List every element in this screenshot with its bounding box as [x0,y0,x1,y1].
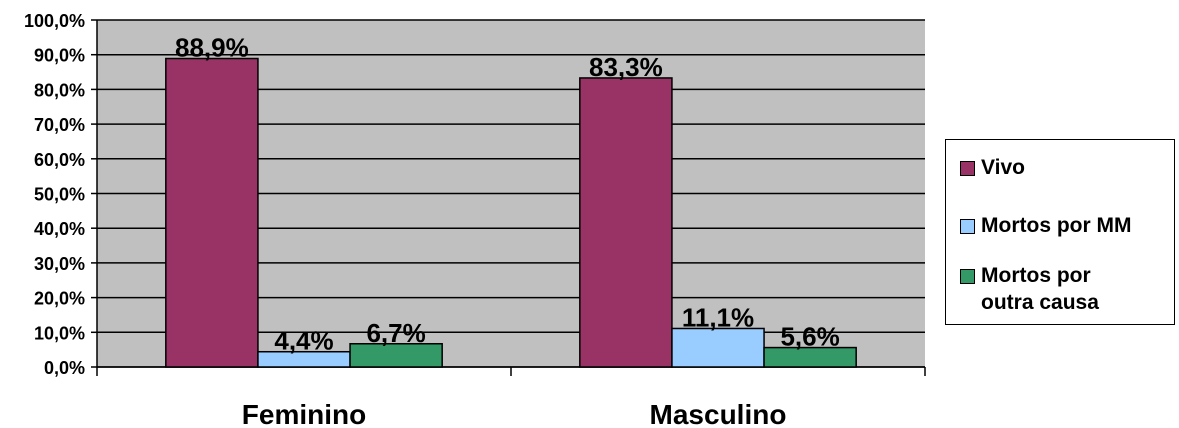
y-tick-label: 60,0% [34,150,85,170]
data-label: 88,9% [175,33,249,63]
y-tick-label: 100,0% [24,11,85,31]
data-label: 83,3% [589,52,663,82]
legend-label-mortos-outra: Mortos por outra causa [981,264,1099,314]
legend-swatch-mortos-mm [960,219,975,234]
bar-masculino-0 [579,77,673,368]
bar-feminino-0 [165,57,259,368]
data-label: 6,7% [366,318,425,348]
bar-masculino-2 [763,346,857,368]
legend-label-mortos-mm: Mortos por MM [981,214,1132,237]
y-tick-label: 10,0% [34,323,85,343]
bar-masculino-1 [671,327,765,368]
y-tick-label: 70,0% [34,115,85,135]
legend-label-vivo: Vivo [981,156,1025,179]
legend-item-vivo: Vivo [960,154,1025,181]
y-tick-label: 20,0% [34,289,85,309]
y-tick-label: 50,0% [34,185,85,205]
data-label: 5,6% [780,322,839,352]
legend-item-mortos-outra: Mortos por outra causa [960,262,1140,316]
data-label: 11,1% [682,302,754,332]
data-label: 4,4% [274,326,333,356]
y-tick-label: 40,0% [34,219,85,239]
bar-feminino-2 [349,343,443,368]
legend-swatch-vivo [960,161,975,176]
legend: Vivo Mortos por MM Mortos por outra caus… [945,139,1175,325]
y-tick-label: 0,0% [44,358,85,378]
legend-item-mortos-mm: Mortos por MM [960,212,1131,239]
y-tick-label: 90,0% [34,46,85,66]
legend-swatch-mortos-outra [960,269,975,284]
y-tick-label: 80,0% [34,80,85,100]
x-category-label: Feminino [242,399,366,428]
x-category-label: Masculino [650,399,787,428]
y-tick-label: 30,0% [34,254,85,274]
